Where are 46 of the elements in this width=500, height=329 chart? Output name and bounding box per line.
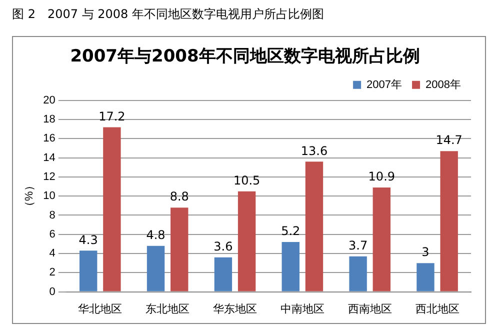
bar xyxy=(238,191,256,292)
y-tick-label: 12 xyxy=(43,170,56,183)
caption: 图 2 2007 与 2008 年不同地区数字电视用户所占比例图 xyxy=(12,6,324,23)
bar xyxy=(372,187,391,292)
y-tick-label: 0 xyxy=(49,286,56,298)
x-tick-label: 华北地区 xyxy=(78,302,122,316)
data-label: 17.2 xyxy=(98,109,126,124)
x-tick-label: 东北地区 xyxy=(146,302,190,316)
bar xyxy=(305,162,324,292)
data-label: 14.7 xyxy=(436,133,462,148)
data-label: 10.9 xyxy=(368,170,396,184)
bar xyxy=(80,250,98,292)
bar xyxy=(103,127,121,292)
y-tick-label: 20 xyxy=(43,94,56,106)
y-tick-label: 14 xyxy=(43,152,56,164)
y-axis-title: （%） xyxy=(24,180,36,212)
x-tick-label: 中南地区 xyxy=(280,302,324,316)
data-label: 13.6 xyxy=(300,144,328,158)
bar xyxy=(214,257,232,292)
data-label: 4.3 xyxy=(78,232,98,247)
y-tick-label: 6 xyxy=(49,228,56,240)
data-label: 8.8 xyxy=(170,190,189,204)
y-tick-label: 10 xyxy=(43,190,56,202)
legend-label: 2007年 xyxy=(366,78,402,91)
bar xyxy=(440,151,458,292)
y-tick-label: 2 xyxy=(49,266,56,279)
bar xyxy=(170,208,188,292)
data-label: 3 xyxy=(422,245,430,260)
data-label: 3.7 xyxy=(348,238,368,253)
data-label: 4.8 xyxy=(146,228,166,242)
bar xyxy=(282,242,300,292)
x-tick-label: 西南地区 xyxy=(348,302,392,316)
bar xyxy=(349,256,367,292)
data-label: 5.2 xyxy=(281,224,300,238)
y-tick-label: 8 xyxy=(49,209,56,222)
bar xyxy=(416,263,434,292)
bar xyxy=(146,246,165,292)
data-label: 10.5 xyxy=(233,173,260,188)
x-tick-label: 西北地区 xyxy=(415,302,460,316)
data-label: 3.6 xyxy=(214,239,233,254)
chart-title: 2007年与2008年不同地区数字电视所占比例 xyxy=(70,46,420,67)
y-tick-label: 16 xyxy=(43,132,56,145)
y-tick-label: 4 xyxy=(49,248,56,260)
legend-label: 2008年 xyxy=(426,78,462,91)
y-tick-label: 18 xyxy=(43,114,56,126)
x-tick-label: 华东地区 xyxy=(213,302,258,316)
